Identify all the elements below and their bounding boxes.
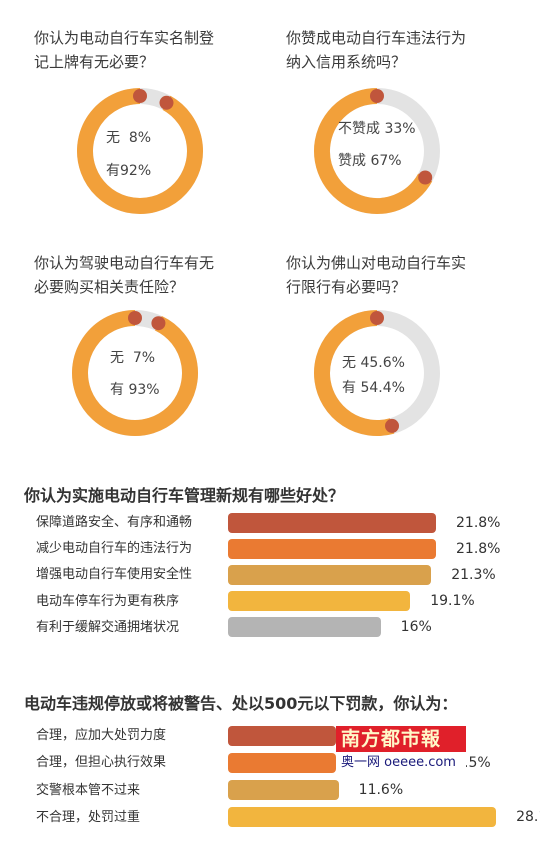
donut-1-boundary-dot-1 xyxy=(133,89,147,103)
donut-1-question-line1: 你认为电动自行车实名制登 xyxy=(34,29,215,47)
donut-3-question-line1: 你认为驾驶电动自行车有无 xyxy=(34,254,215,272)
penalty-bar-2 xyxy=(228,753,336,773)
donut-1-slice-major xyxy=(77,88,203,214)
donut-3-slice-major xyxy=(72,310,198,436)
donut-4-boundary-dot-2 xyxy=(385,418,400,433)
donut-1-question: 你认为电动自行车实名制登 记上牌有无必要？ xyxy=(34,26,264,74)
donut-3-question: 你认为驾驶电动自行车有无 必要购买相关责任险？ xyxy=(34,251,264,299)
penalty-value-2: .5% xyxy=(464,755,491,771)
donut-4-label-1: 无 45.6% xyxy=(342,355,405,371)
donut-chart-1 xyxy=(75,86,205,216)
donut-4-question-line2: 行限行有必要吗？ xyxy=(286,278,407,296)
penalty-bar-4 xyxy=(228,807,497,827)
donut-2-question-line2: 纳入信用系统吗？ xyxy=(286,53,407,71)
benefit-label-2: 减少电动自行车的违法行为 xyxy=(36,541,193,556)
benefit-label-1: 保障道路安全、有序和通畅 xyxy=(36,515,193,530)
benefit-bar-5 xyxy=(228,617,381,637)
donut-3-boundary-dot-1 xyxy=(128,311,142,325)
penalty-bar-3 xyxy=(228,780,339,800)
penalty-label-3: 交警根本管不过来 xyxy=(36,783,141,798)
donut-2-question: 你赞成电动自行车违法行为 纳入信用系统吗？ xyxy=(286,26,516,74)
donut-3-boundary-dot-2 xyxy=(151,316,166,331)
benefit-value-4: 19.1% xyxy=(430,593,475,609)
donut-4-slice-major xyxy=(314,310,395,436)
watermark-site: 奥一网 oeeee.com xyxy=(336,752,466,774)
benefit-label-3: 增强电动自行车使用安全性 xyxy=(36,567,193,582)
donut-2-label-2: 赞成 67% xyxy=(338,153,402,169)
benefit-bar-2 xyxy=(228,539,436,559)
donut-chart-4 xyxy=(312,308,442,438)
donut-3-label-1: 无 7% xyxy=(110,350,156,366)
newspaper-watermark: 南方都市報 奥一网 oeeee.com xyxy=(336,726,466,774)
penalty-value-4: 28.1% xyxy=(516,809,540,825)
donut-chart-3 xyxy=(70,308,200,438)
benefit-label-4: 电动车停车行为更有秩序 xyxy=(36,594,180,609)
benefit-value-5: 16% xyxy=(400,619,432,635)
donut-2-question-line1: 你赞成电动自行车违法行为 xyxy=(286,29,467,47)
donut-2-boundary-dot-1 xyxy=(370,89,384,103)
penalty-label-1: 合理，应加大处罚力度 xyxy=(36,728,167,743)
donut-1-label-1: 无 8% xyxy=(106,130,152,146)
penalty-title: 电动车违规停放或将被警告、处以500元以下罚款，你认为： xyxy=(24,694,458,713)
benefit-value-1: 21.8% xyxy=(456,515,501,531)
benefit-bar-3 xyxy=(228,565,432,585)
donut-chart-2 xyxy=(312,86,442,216)
benefits-title: 你认为实施电动自行车管理新规有哪些好处？ xyxy=(24,486,345,505)
donut-2-label-1: 不赞成 33% xyxy=(338,121,416,137)
donut-4-label-2: 有 54.4% xyxy=(342,380,405,396)
benefit-label-5: 有利于缓解交通拥堵状况 xyxy=(36,620,180,635)
penalty-label-2: 合理，但担心执行效果 xyxy=(36,755,167,770)
benefit-bar-1 xyxy=(228,513,436,533)
donut-2-slice-major xyxy=(314,88,433,214)
donut-3-question-line2: 必要购买相关责任险？ xyxy=(34,278,185,296)
donut-1-question-line2: 记上牌有无必要？ xyxy=(34,53,155,71)
benefit-value-2: 21.8% xyxy=(456,541,501,557)
donut-4-boundary-dot-1 xyxy=(370,311,384,325)
benefit-bar-4 xyxy=(228,591,411,611)
donut-1-boundary-dot-2 xyxy=(159,95,174,110)
watermark-brand: 南方都市報 xyxy=(336,726,466,752)
benefit-value-3: 21.3% xyxy=(451,567,496,583)
penalty-value-3: 11.6% xyxy=(358,782,404,798)
donut-4-question-line1: 你认为佛山对电动自行车实 xyxy=(286,254,467,272)
donut-2-boundary-dot-2 xyxy=(418,170,433,185)
donut-3-label-2: 有 93% xyxy=(110,382,160,398)
penalty-label-4: 不合理，处罚过重 xyxy=(36,810,141,825)
donut-1-label-2: 有92% xyxy=(106,163,152,179)
donut-4-question: 你认为佛山对电动自行车实 行限行有必要吗？ xyxy=(286,251,516,299)
penalty-bar-1 xyxy=(228,726,336,746)
